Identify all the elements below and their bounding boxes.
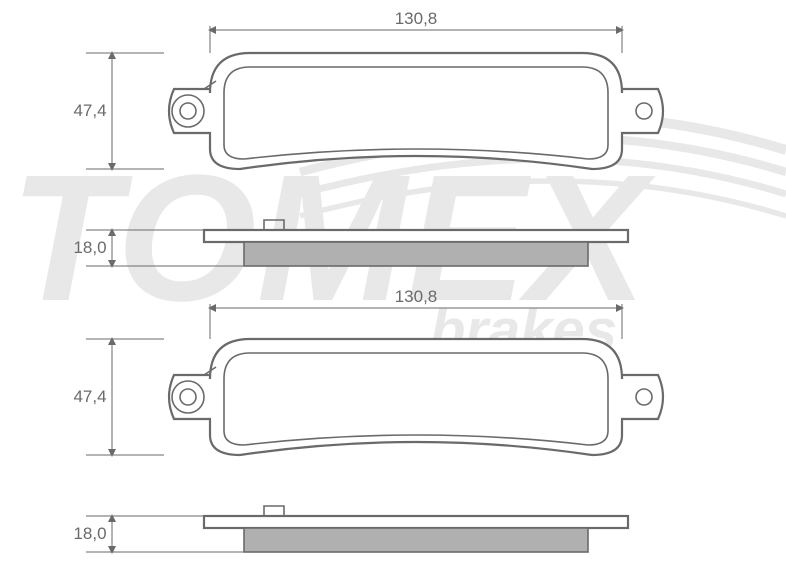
side-backplate-top <box>204 230 628 242</box>
side-material-bottom <box>244 528 588 552</box>
dim-width-top: 130,8 <box>395 9 438 28</box>
dim-height-bottom: 47,4 <box>73 387 106 406</box>
dim-thickness-top: 18,0 <box>73 238 106 257</box>
dim-height-top: 47,4 <box>73 101 106 120</box>
dim-thickness-bottom: 18,0 <box>73 524 106 543</box>
side-material-top <box>244 242 588 266</box>
dim-width-bottom: 130,8 <box>395 287 438 306</box>
side-backplate-bottom <box>204 516 628 528</box>
